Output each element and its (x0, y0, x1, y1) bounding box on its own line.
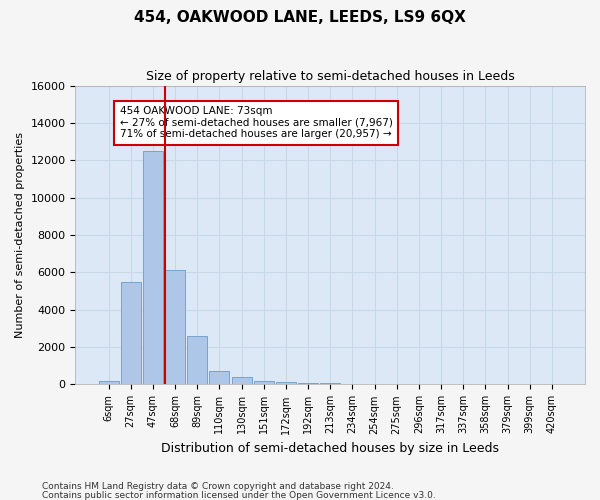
Text: Contains HM Land Registry data © Crown copyright and database right 2024.: Contains HM Land Registry data © Crown c… (42, 482, 394, 491)
Bar (165, 270, 185, 384)
Bar (254, 380, 274, 384)
Bar (121, 282, 140, 385)
Bar (209, 372, 229, 384)
Bar (143, 151, 163, 384)
Text: 454, OAKWOOD LANE, LEEDS, LS9 6QX: 454, OAKWOOD LANE, LEEDS, LS9 6QX (134, 10, 466, 25)
Bar (98, 380, 119, 384)
Bar (276, 382, 296, 384)
Title: Size of property relative to semi-detached houses in Leeds: Size of property relative to semi-detach… (146, 70, 515, 83)
Bar (298, 382, 318, 384)
Bar (232, 377, 251, 384)
Text: Contains public sector information licensed under the Open Government Licence v3: Contains public sector information licen… (42, 490, 436, 500)
Bar (320, 383, 340, 384)
Text: 454 OAKWOOD LANE: 73sqm
← 27% of semi-detached houses are smaller (7,967)
71% of: 454 OAKWOOD LANE: 73sqm ← 27% of semi-de… (119, 106, 392, 140)
X-axis label: Distribution of semi-detached houses by size in Leeds: Distribution of semi-detached houses by … (161, 442, 499, 455)
Bar (187, 336, 207, 384)
Y-axis label: Number of semi-detached properties: Number of semi-detached properties (15, 132, 25, 338)
